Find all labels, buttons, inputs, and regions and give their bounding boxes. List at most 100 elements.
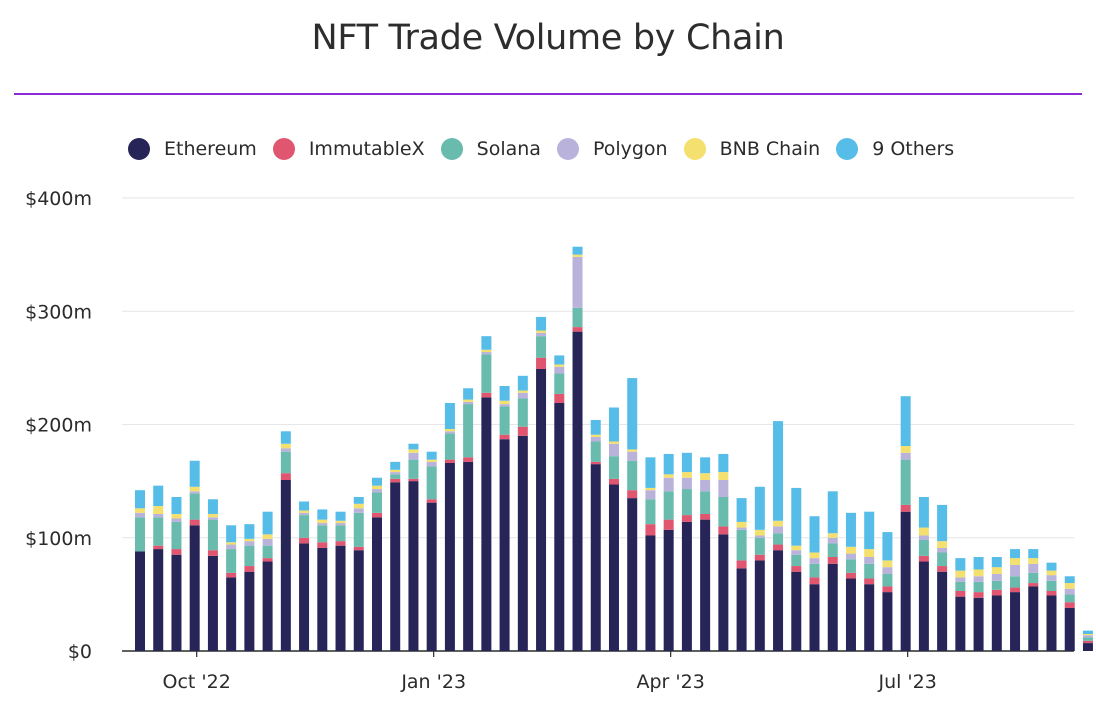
- bar-segment-polygon: [536, 332, 547, 337]
- bar-segment-9-others: [262, 511, 273, 535]
- bar-segment-solana: [681, 489, 692, 516]
- bar-segment-immutablex: [1064, 602, 1075, 608]
- bar-segment-immutablex: [517, 426, 528, 436]
- bar-segment-bnb-chain: [280, 443, 291, 449]
- bar-segment-immutablex: [627, 490, 638, 499]
- legend-item-bnb-chain[interactable]: BNB Chain: [683, 138, 820, 160]
- bar-segment-immutablex: [299, 537, 310, 544]
- bar-segment-bnb-chain: [627, 449, 638, 452]
- bar-segment-ethereum: [918, 561, 929, 651]
- bar-segment-bnb-chain: [827, 533, 838, 538]
- legend-item-solana[interactable]: Solana: [440, 138, 541, 160]
- x-tick-label: Oct '22: [163, 671, 231, 693]
- bar-segment-9-others: [955, 558, 966, 571]
- bar-segment-immutablex: [554, 393, 565, 403]
- bar-segment-ethereum: [809, 584, 820, 651]
- bar-segment-9-others: [1046, 562, 1057, 571]
- bar-segment-9-others: [791, 487, 802, 546]
- bar-segment-solana: [499, 406, 510, 435]
- bar-segment-9-others: [845, 512, 856, 547]
- bar-segment-9-others: [499, 385, 510, 401]
- x-tick-label: Jan '23: [400, 671, 466, 693]
- bar-segment-9-others: [627, 378, 638, 450]
- legend-item-ethereum[interactable]: Ethereum: [128, 138, 257, 160]
- bar-segment-ethereum: [153, 549, 164, 651]
- bar-segment-ethereum: [244, 571, 255, 651]
- bar-segment-bnb-chain: [390, 469, 401, 473]
- bar-segment-ethereum: [554, 402, 565, 651]
- bar-segment-solana: [280, 451, 291, 474]
- bar-segment-solana: [937, 552, 948, 567]
- bar-segment-immutablex: [608, 478, 619, 485]
- bar-segment-bnb-chain: [608, 441, 619, 444]
- bar-segment-polygon: [226, 544, 237, 550]
- bar-segment-ethereum: [1064, 607, 1075, 651]
- bar-segment-solana: [918, 540, 929, 556]
- bar-segment-ethereum: [882, 592, 893, 651]
- bar-segment-bnb-chain: [481, 349, 492, 353]
- bar-segment-ethereum: [736, 568, 747, 651]
- bar-segment-ethereum: [390, 482, 401, 651]
- bar-segment-polygon: [955, 577, 966, 582]
- bar-segment-solana: [572, 307, 583, 328]
- bar-segment-immutablex: [226, 572, 237, 578]
- bar-segment-ethereum: [590, 464, 601, 651]
- legend-item-polygon[interactable]: Polygon: [556, 138, 668, 160]
- bar-segment-ethereum: [226, 577, 237, 651]
- bar-segment-solana: [171, 521, 182, 550]
- bar-segment-immutablex: [864, 578, 875, 585]
- bar-segment-immutablex: [463, 457, 474, 462]
- bar-segment-polygon: [444, 431, 455, 434]
- legend-swatch: [683, 138, 706, 160]
- bar-segment-ethereum: [299, 543, 310, 651]
- bar-segment-ethereum: [171, 554, 182, 651]
- bar-segment-solana: [444, 433, 455, 460]
- bar-segment-ethereum: [681, 521, 692, 651]
- bar-segment-solana: [207, 519, 218, 551]
- bar-segment-9-others: [918, 496, 929, 528]
- bar-segment-solana: [335, 525, 346, 542]
- bar-segment-polygon: [171, 518, 182, 522]
- bar-segment-bnb-chain: [335, 520, 346, 524]
- legend-item-immutablex[interactable]: ImmutableX: [272, 138, 425, 160]
- bar-segment-solana: [827, 543, 838, 558]
- bar-segment-solana: [408, 459, 419, 479]
- bar-segment-solana: [262, 545, 273, 559]
- bar-segment-polygon: [791, 550, 802, 555]
- bar-segment-solana: [590, 441, 601, 462]
- bar-segment-solana: [663, 491, 674, 520]
- bar-segment-polygon: [736, 527, 747, 530]
- bar-segment-immutablex: [700, 513, 711, 520]
- bar-segment-immutablex: [572, 327, 583, 332]
- bar-segment-solana: [900, 459, 911, 505]
- legend-item-9-others[interactable]: 9 Others: [836, 138, 954, 160]
- bar-segment-ethereum: [189, 525, 200, 651]
- bar-segment-immutablex: [882, 586, 893, 593]
- bar-segment-9-others: [937, 504, 948, 542]
- bar-segment-bnb-chain: [809, 552, 820, 559]
- bar-segment-9-others: [481, 336, 492, 350]
- chart-legend: Ethereum ImmutableX Solana Polygon BNB Chain…: [128, 138, 970, 160]
- bar-segment-immutablex: [189, 519, 200, 526]
- bar-segment-bnb-chain: [536, 330, 547, 333]
- bar-segment-ethereum: [900, 511, 911, 651]
- bar-segment-ethereum: [408, 481, 419, 651]
- bar-segment-bnb-chain: [299, 510, 310, 513]
- bar-segment-9-others: [171, 496, 182, 514]
- bar-segment-9-others: [135, 490, 145, 509]
- bar-segment-solana: [700, 491, 711, 514]
- bar-segment-immutablex: [937, 566, 948, 572]
- bar-segment-polygon: [262, 538, 273, 546]
- bar-segment-ethereum: [754, 560, 765, 651]
- bar-segment-9-others: [827, 491, 838, 534]
- y-tick-label: $200m: [25, 415, 92, 437]
- bar-segment-polygon: [681, 477, 692, 490]
- bar-segment-solana: [299, 515, 310, 538]
- bar-segment-polygon: [335, 523, 346, 526]
- bar-segment-ethereum: [645, 535, 656, 651]
- bar-segment-polygon: [773, 526, 784, 534]
- bar-segment-9-others: [536, 316, 547, 331]
- bar-segment-immutablex: [481, 392, 492, 398]
- bar-segment-solana: [1010, 576, 1021, 588]
- bar-segment-solana: [773, 533, 784, 545]
